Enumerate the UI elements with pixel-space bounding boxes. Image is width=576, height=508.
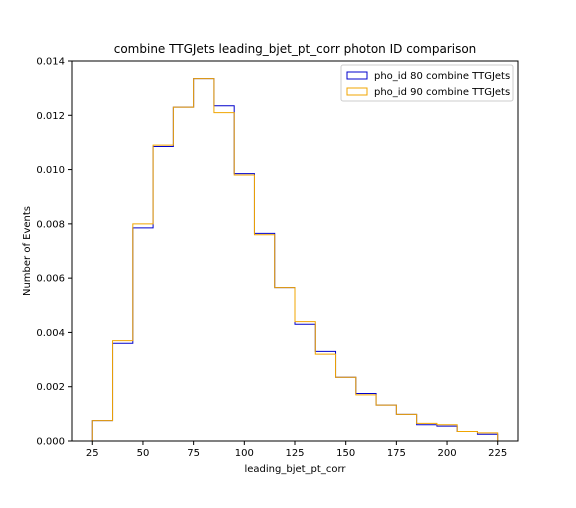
y-axis-ticks: 0.000 0.002 0.004 0.006 0.008 0.010 0.012 0.014 [36,57,72,448]
x-tick-label: 225 [488,448,507,459]
chart-title: combine TTGJets leading_bjet_pt_corr pho… [114,42,477,56]
x-tick-label: 200 [437,448,456,459]
y-tick-label: 0.014 [36,57,65,68]
legend: pho_id 80 combine TTGJets pho_id 90 combi… [340,64,514,102]
y-tick-label: 0.000 [36,437,65,448]
x-tick-label: 100 [235,448,254,459]
x-tick-label: 125 [285,448,304,459]
x-tick-label: 50 [137,448,150,459]
x-tick-label: 175 [387,448,406,459]
y-tick-label: 0.004 [36,328,65,339]
axes-frame [71,60,519,442]
legend-swatch [346,71,368,80]
legend-box [340,64,514,102]
y-tick-label: 0.008 [36,219,65,230]
y-tick-label: 0.006 [36,274,65,285]
y-tick-label: 0.002 [36,382,65,393]
series-2-step-line [91,78,499,441]
x-tick-label: 75 [187,448,200,459]
series-layer [91,78,499,441]
y-tick-label: 0.012 [36,111,65,122]
x-axis-label: leading_bjet_pt_corr [244,464,346,475]
legend-entry-label: pho_id 80 combine TTGJets [374,71,510,82]
legend-swatch [346,87,368,96]
y-tick-label: 0.010 [36,165,65,176]
x-tick-label: 25 [86,448,99,459]
legend-entry-label: pho_id 90 combine TTGJets [374,87,510,98]
x-tick-label: 150 [336,448,355,459]
y-axis-label: Number of Events [22,206,33,296]
x-axis-ticks: 25 50 75 100 125 150 175 200 225 [86,441,507,459]
